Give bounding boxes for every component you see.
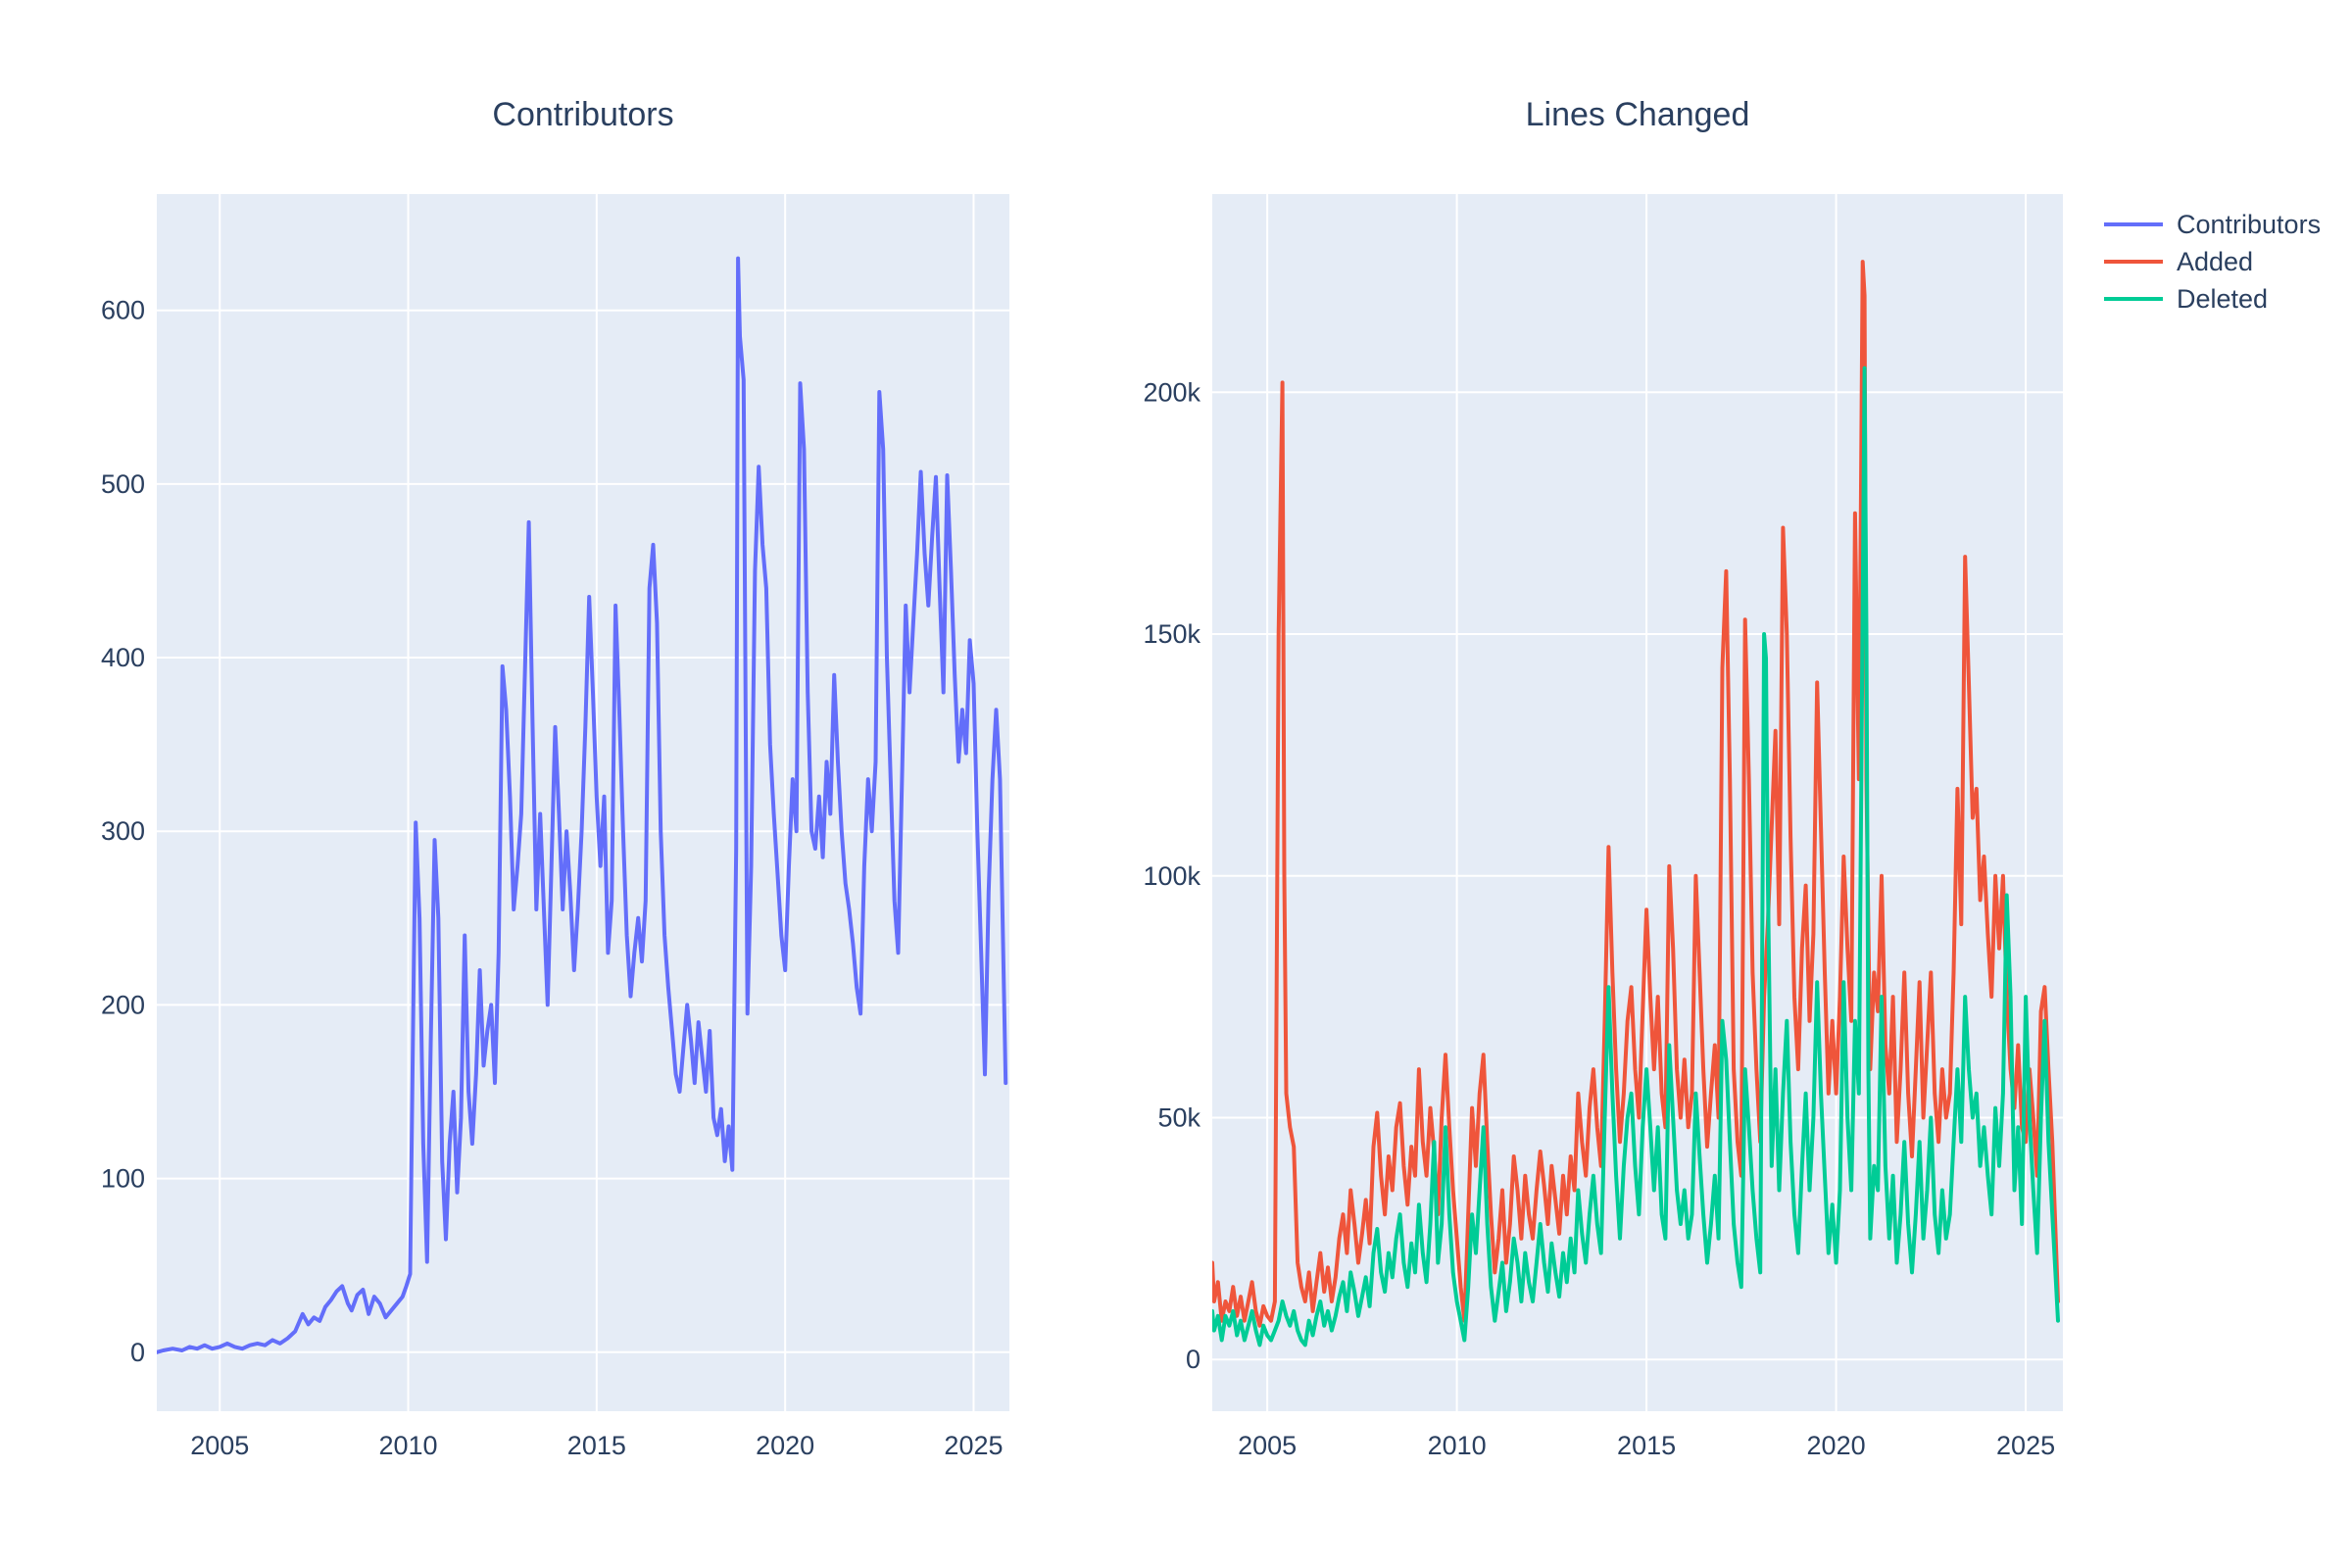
x-tick-label: 2010 xyxy=(378,1431,437,1460)
lines-changed-chart: 2005 2010 2015 2020 2025 0 50k 100k 150k 200k xyxy=(1143,194,2063,1460)
y-tick-label: 0 xyxy=(130,1338,145,1367)
legend-label: Contributors xyxy=(2177,210,2321,239)
legend-label: Added xyxy=(2177,247,2253,276)
x-tick-label: 2025 xyxy=(1996,1431,2055,1460)
lines-changed-chart-title: Lines Changed xyxy=(1526,96,1750,133)
x-tick-label: 2020 xyxy=(756,1431,814,1460)
y-tick-label: 400 xyxy=(101,643,145,672)
y-tick-label: 150k xyxy=(1143,619,1200,649)
x-tick-label: 2015 xyxy=(1617,1431,1676,1460)
contributors-chart: 2005 2010 2015 2020 2025 0 100 200 300 400 500 600 xyxy=(101,194,1009,1460)
x-tick-label: 2010 xyxy=(1428,1431,1487,1460)
y-tick-label: 600 xyxy=(101,296,145,325)
y-tick-label: 200k xyxy=(1143,377,1200,407)
y-tick-label: 300 xyxy=(101,816,145,846)
x-tick-label: 2020 xyxy=(1807,1431,1866,1460)
y-tick-label: 200 xyxy=(101,990,145,1019)
y-tick-label: 50k xyxy=(1157,1102,1200,1132)
x-tick-label: 2015 xyxy=(567,1431,626,1460)
legend-item-added[interactable]: Added xyxy=(2104,247,2253,276)
legend-item-deleted[interactable]: Deleted xyxy=(2104,284,2268,314)
legend: Contributors Added Deleted xyxy=(2104,210,2321,314)
deleted-line xyxy=(1212,366,2060,1348)
x-tick-label: 2005 xyxy=(1238,1431,1297,1460)
x-tick-label: 2025 xyxy=(944,1431,1003,1460)
contributors-line xyxy=(157,256,1008,1354)
x-tick-label: 2005 xyxy=(190,1431,249,1460)
legend-label: Deleted xyxy=(2177,284,2268,314)
y-tick-label: 0 xyxy=(1186,1345,1200,1374)
y-tick-label: 500 xyxy=(101,469,145,499)
contributors-chart-title: Contributors xyxy=(492,96,673,133)
added-line xyxy=(1212,260,2060,1328)
y-tick-label: 100k xyxy=(1143,861,1200,891)
y-tick-label: 100 xyxy=(101,1164,145,1194)
legend-item-contributors[interactable]: Contributors xyxy=(2104,210,2321,239)
